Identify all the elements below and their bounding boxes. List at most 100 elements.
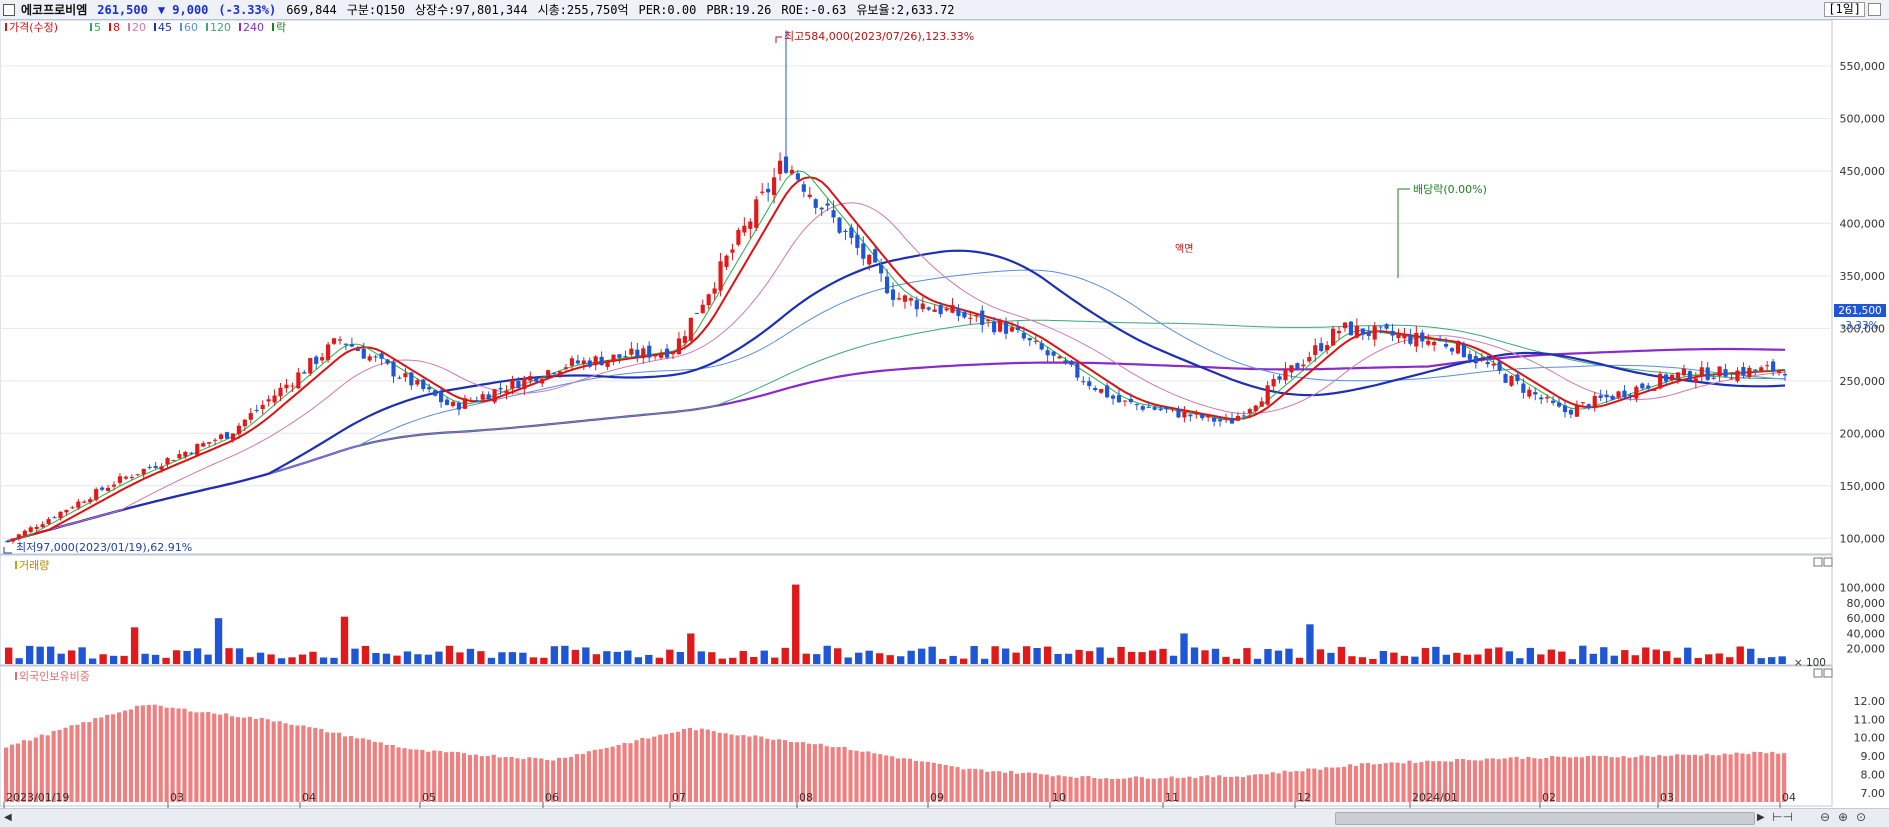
volume-bar	[1757, 658, 1765, 664]
foreign-ratio-bar	[111, 714, 116, 802]
candle-body	[468, 400, 473, 402]
foreign-ratio-bar	[99, 717, 104, 802]
horizontal-scrollbar[interactable]: ◀ ▶ ⊢⊣ ⊖ ⊕ ⊙	[0, 808, 1889, 827]
candle-body	[575, 360, 580, 364]
foreign-ratio-bar	[253, 718, 258, 802]
foreign-ratio-bar	[45, 735, 50, 802]
select-checkbox[interactable]	[3, 3, 15, 16]
window-restore-icon[interactable]	[1868, 3, 1881, 16]
candle-body	[159, 466, 164, 470]
volume-bar	[1768, 657, 1776, 664]
volume-bar	[613, 651, 622, 664]
ma-45-line	[6, 249, 1786, 543]
candle-body	[379, 353, 384, 359]
volume-bar	[907, 650, 915, 664]
market-type: 구분:Q150	[346, 3, 405, 17]
foreign-ratio-bar	[1407, 760, 1412, 802]
current-price-tag: 261,500 -3.33%	[1834, 304, 1886, 332]
foreign-ratio-bar	[134, 705, 139, 802]
candle-body	[635, 349, 640, 358]
candle-body	[1295, 363, 1300, 369]
candle-body	[1527, 389, 1532, 397]
foreign-ratio-bar	[1675, 754, 1680, 802]
volume-bar	[99, 654, 107, 664]
candle-body	[34, 527, 39, 529]
volume-bar	[760, 650, 768, 664]
foreign-ratio-bar	[33, 737, 38, 802]
volume-bar	[256, 652, 265, 664]
period-selector[interactable]: [1일]	[1824, 2, 1865, 17]
foreign-ratio-bar	[1651, 756, 1656, 802]
foreign-ratio-bar	[307, 727, 312, 802]
volume-bar	[1432, 646, 1440, 664]
volume-bar	[592, 654, 601, 664]
volume-bar	[25, 645, 34, 664]
volume-tick-label: 80,000	[1847, 597, 1886, 610]
candle-body	[1729, 378, 1734, 380]
candle-body	[1491, 363, 1496, 366]
foreign-panel-close-icon[interactable]	[1823, 668, 1833, 678]
candle-body	[629, 348, 634, 355]
zoom-out-icon[interactable]: ⊖	[1820, 810, 1831, 824]
zoom-in-icon[interactable]: ⊕	[1838, 810, 1849, 824]
foreign-ratio-bar	[723, 733, 728, 802]
scroll-thumb[interactable]	[1335, 812, 1755, 825]
foreign-ratio-bar	[93, 718, 98, 802]
foreign-ratio-bar	[1074, 777, 1079, 802]
scroll-right-icon[interactable]: ▶	[1757, 812, 1765, 823]
candle-body	[1461, 343, 1466, 358]
scroll-left-icon[interactable]: ◀	[4, 812, 12, 823]
foreign-ratio-bar	[866, 751, 871, 802]
volume-bar	[508, 652, 517, 664]
candle-body	[486, 394, 491, 400]
candle-body	[326, 344, 331, 360]
volume-bar	[1085, 651, 1094, 664]
volume-bar	[1295, 657, 1304, 664]
foreign-ratio-bar	[794, 742, 800, 802]
zoom-slider-icon[interactable]: ⊢⊣	[1772, 810, 1793, 824]
volume-bar	[550, 646, 559, 664]
volume-bar	[970, 646, 978, 664]
zoom-reset-icon[interactable]: ⊙	[1856, 810, 1867, 824]
foreign-ratio-bar	[319, 728, 324, 802]
foreign-ratio-bar	[1472, 760, 1477, 802]
date-tick-label: 10	[1052, 791, 1066, 804]
candle-body	[373, 356, 378, 358]
volume-bar	[991, 646, 999, 664]
candle-body	[1342, 322, 1348, 329]
foreign-ratio-bar	[896, 758, 901, 802]
foreign-title-swatch	[15, 672, 17, 680]
candle-body	[1467, 354, 1472, 360]
foreign-ratio-bar	[467, 754, 473, 802]
foreign-ratio-bar	[1133, 776, 1139, 802]
volume-bar	[1054, 653, 1062, 664]
foreign-ratio-bar	[800, 742, 806, 802]
candle-body	[534, 378, 539, 382]
candle-body	[1372, 326, 1377, 340]
date-tick-label: 2023/01/19	[6, 791, 69, 804]
foreign-ratio-bar	[1758, 751, 1763, 802]
volume-panel-close-icon[interactable]	[1823, 557, 1833, 567]
candle-body	[772, 177, 777, 196]
candle-body	[1063, 360, 1068, 363]
price-tick-label: 250,000	[1840, 375, 1886, 388]
candle-body	[938, 305, 943, 315]
candle-body	[867, 254, 872, 265]
candle-body	[736, 229, 741, 245]
foreign-ratio-bar	[913, 760, 919, 802]
stock-chart[interactable]: 550,000 500,000 450,000 400,000 350,000 300,0…	[0, 20, 1889, 808]
foreign-ratio-bar	[545, 760, 550, 802]
foreign-panel-restore-icon[interactable]	[1813, 668, 1823, 678]
candle-body	[403, 373, 408, 378]
candle-body	[1396, 334, 1401, 338]
legend-swatch	[154, 23, 156, 31]
candle-body	[397, 377, 402, 379]
volume-bar	[949, 655, 957, 664]
foreign-ratio-bar	[568, 756, 574, 802]
volume-bar	[288, 657, 296, 664]
volume-panel-restore-icon[interactable]	[1813, 557, 1823, 567]
candle-body	[1271, 379, 1276, 387]
volume-bar	[1075, 649, 1083, 664]
volume-bar	[1159, 648, 1167, 664]
volume-title-swatch	[15, 561, 17, 569]
